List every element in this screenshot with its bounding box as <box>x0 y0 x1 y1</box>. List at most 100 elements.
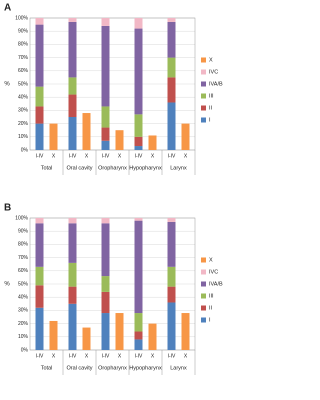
bar-segment <box>101 106 110 128</box>
x-tick-label: Total <box>41 165 53 171</box>
bar-segment <box>68 262 77 287</box>
sub-tick-label: I-IV <box>135 353 143 359</box>
y-tick-label: 0% <box>21 347 29 353</box>
y-axis-label: % <box>4 82 10 88</box>
bar-segment <box>181 123 190 150</box>
bar-segment <box>68 218 77 224</box>
legend-swatch <box>201 269 206 275</box>
x-tick-label: Larynx <box>170 365 187 371</box>
bar-segment <box>35 86 44 107</box>
sub-tick-label: I-IV <box>69 153 77 159</box>
bar-segment <box>148 323 157 350</box>
bar-segment <box>134 218 143 221</box>
bar-segment <box>68 117 77 150</box>
x-tick-label: Oral cavity <box>67 365 93 371</box>
bar-segment <box>68 223 77 263</box>
bar-segment <box>101 140 110 150</box>
bar-segment <box>35 307 44 350</box>
bar-segment <box>115 313 124 350</box>
x-tick-label: Hypopharynx <box>129 365 162 371</box>
bar-segment <box>181 313 190 350</box>
legend-swatch <box>201 257 206 263</box>
bar-segment <box>134 18 143 29</box>
bar-segment <box>167 266 176 287</box>
bar-segment <box>167 218 176 222</box>
figure: A% 0% 10% 20% 30% 40% 50% 60% 70% 80% 90% 100% I-IV X… <box>4 3 223 375</box>
y-tick-label: 100% <box>15 15 28 21</box>
bar-segment <box>167 77 176 103</box>
panel-label: A <box>4 3 11 14</box>
sub-tick-label: X <box>85 353 89 359</box>
bar-segment <box>35 18 44 25</box>
bar-segment <box>134 331 143 340</box>
sub-tick-label: X <box>52 153 56 159</box>
sub-tick-label: X <box>184 153 188 159</box>
y-tick-label: 90% <box>18 229 29 235</box>
panel-label: B <box>4 203 11 214</box>
legend-swatch <box>201 305 206 311</box>
bar-segment <box>167 286 176 303</box>
y-tick-label: 30% <box>18 308 29 314</box>
bar-segment <box>35 24 44 87</box>
legend-swatch <box>201 57 206 63</box>
bar-segment <box>35 285 44 308</box>
plot-frame <box>29 17 196 151</box>
bar-segment <box>167 57 176 78</box>
sub-tick-label: X <box>118 353 122 359</box>
y-tick-label: 50% <box>18 81 29 87</box>
legend-label: X <box>209 257 213 263</box>
bar-segment <box>68 18 77 22</box>
y-axis-label: % <box>4 282 10 288</box>
sub-tick-label: I-IV <box>135 153 143 159</box>
sub-tick-label: I-IV <box>102 153 110 159</box>
sub-tick-label: X <box>85 153 89 159</box>
y-tick-label: 60% <box>18 68 29 74</box>
y-tick-label: 0% <box>21 147 29 153</box>
sub-tick-label: X <box>118 153 122 159</box>
bar-segment <box>35 123 44 150</box>
bar-segment <box>101 127 110 141</box>
sub-tick-label: I-IV <box>168 353 176 359</box>
legend-label: III <box>209 293 214 299</box>
legend-label: II <box>209 305 213 311</box>
bar-segment <box>35 223 44 267</box>
y-tick-label: 40% <box>18 295 29 301</box>
bar-segment <box>101 276 110 292</box>
y-tick-label: 40% <box>18 95 29 101</box>
legend-swatch <box>201 93 206 99</box>
bar-segment <box>167 102 176 150</box>
bar-segment <box>134 313 143 332</box>
legend-label: I <box>209 317 211 323</box>
sub-tick-label: X <box>52 353 56 359</box>
bar-segment <box>134 28 143 115</box>
bar-segment <box>68 21 77 78</box>
plot-frame <box>29 217 196 351</box>
bar-segment <box>101 223 110 277</box>
bar-segment <box>35 106 44 124</box>
bar-segment <box>49 123 58 150</box>
bar-segment <box>134 136 143 147</box>
sub-tick-label: I-IV <box>36 153 44 159</box>
legend-label: IVC <box>209 269 218 275</box>
x-tick-label: Hypopharynx <box>129 165 162 171</box>
sub-tick-label: I-IV <box>69 353 77 359</box>
y-tick-label: 10% <box>18 134 29 140</box>
bar-segment <box>167 221 176 267</box>
x-tick-label: Oropharynx <box>98 365 127 371</box>
legend-swatch <box>201 117 206 123</box>
legend-swatch <box>201 81 206 87</box>
x-tick-label: Oral cavity <box>67 165 93 171</box>
bar-segment <box>101 291 110 314</box>
bar-segment <box>101 18 110 26</box>
bar-segment <box>82 327 91 350</box>
bar-segment <box>68 77 77 95</box>
bar-segment <box>35 266 44 286</box>
y-tick-label: 60% <box>18 268 29 274</box>
legend-swatch <box>201 317 206 323</box>
legend-label: III <box>209 93 214 99</box>
bar-segment <box>68 286 77 304</box>
bar-segment <box>101 313 110 350</box>
legend-label: IVC <box>209 69 218 75</box>
legend-label: IVA/B <box>209 81 223 87</box>
bar-segment <box>101 218 110 224</box>
